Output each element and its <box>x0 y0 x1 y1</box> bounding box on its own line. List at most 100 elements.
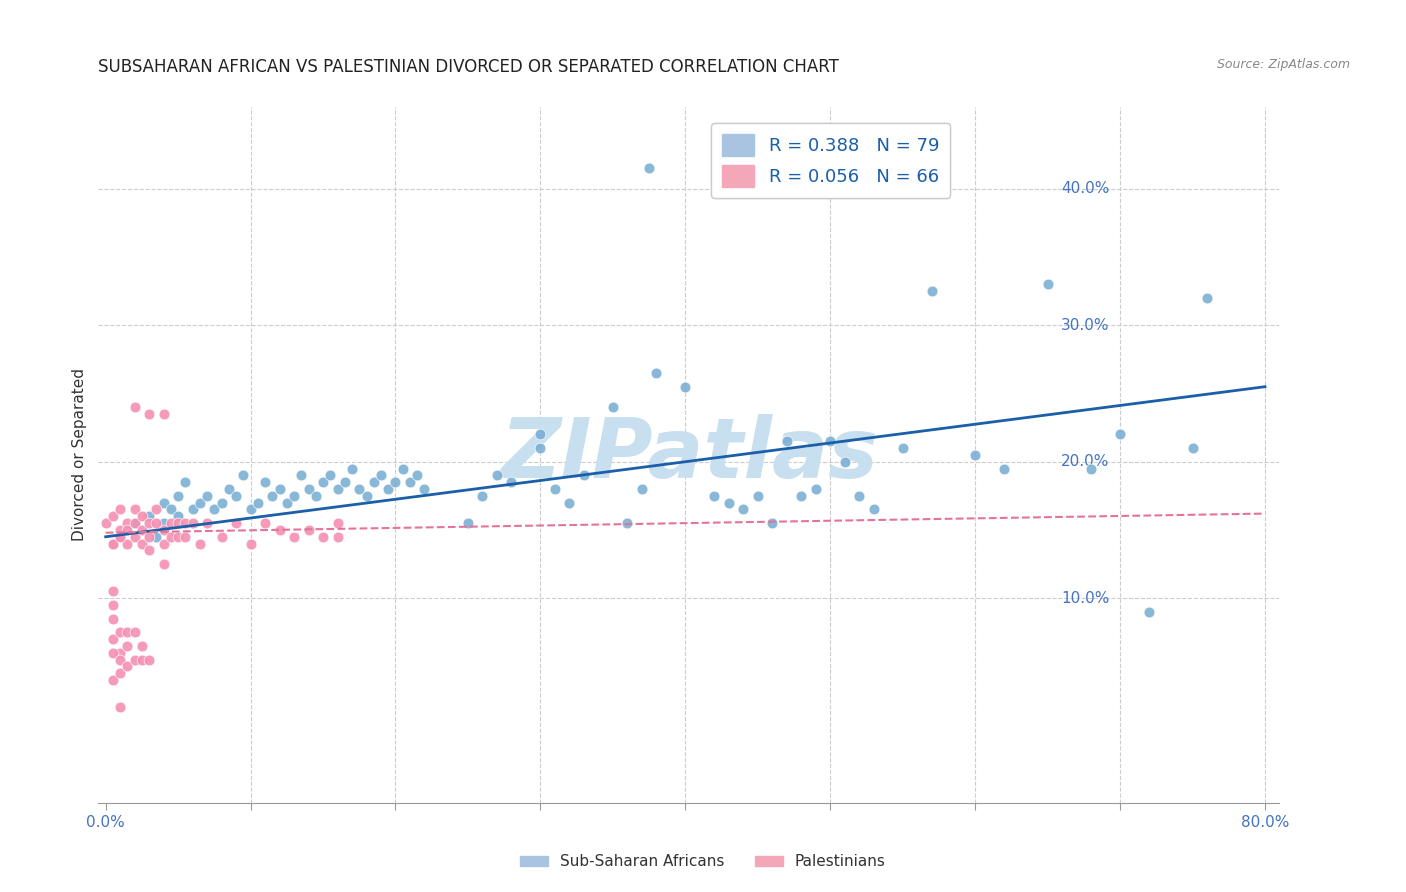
Point <box>283 489 305 503</box>
Point <box>733 502 755 516</box>
Text: 20.0%: 20.0% <box>1062 454 1109 469</box>
Point <box>333 475 356 490</box>
Point <box>363 475 385 490</box>
Point <box>326 482 349 496</box>
Point <box>616 516 638 530</box>
Point <box>254 516 277 530</box>
Point <box>108 666 131 681</box>
Point <box>101 509 124 524</box>
Point <box>195 489 218 503</box>
Point <box>138 516 160 530</box>
Point <box>145 516 167 530</box>
Point <box>101 536 124 550</box>
Point <box>1036 277 1059 292</box>
Point <box>138 543 160 558</box>
Point <box>529 441 551 455</box>
Point <box>131 509 153 524</box>
Point <box>124 516 146 530</box>
Point <box>152 536 174 550</box>
Point <box>529 427 551 442</box>
Point <box>117 523 139 537</box>
Point <box>152 557 174 571</box>
Point <box>174 475 197 490</box>
Point <box>834 455 856 469</box>
Legend: Sub-Saharan Africans, Palestinians: Sub-Saharan Africans, Palestinians <box>515 848 891 875</box>
Text: 10.0%: 10.0% <box>1062 591 1109 606</box>
Text: 30.0%: 30.0% <box>1062 318 1109 333</box>
Point <box>108 530 131 544</box>
Point <box>138 530 160 544</box>
Point <box>377 482 399 496</box>
Point <box>117 639 139 653</box>
Point <box>167 530 190 544</box>
Point <box>202 502 225 516</box>
Point <box>1109 427 1132 442</box>
Point <box>804 482 827 496</box>
Point <box>747 489 769 503</box>
Point <box>965 448 987 462</box>
Point <box>117 625 139 640</box>
Point <box>124 502 146 516</box>
Point <box>101 673 124 687</box>
Point <box>761 516 783 530</box>
Point <box>993 461 1015 475</box>
Point <box>305 489 328 503</box>
Point <box>232 468 254 483</box>
Point <box>160 502 183 516</box>
Point <box>131 523 153 537</box>
Point <box>848 489 870 503</box>
Point <box>108 625 131 640</box>
Point <box>101 612 124 626</box>
Point <box>167 509 190 524</box>
Point <box>349 482 371 496</box>
Point <box>1195 291 1218 305</box>
Point <box>117 516 139 530</box>
Point <box>602 400 624 414</box>
Point <box>225 489 247 503</box>
Point <box>108 646 131 660</box>
Point <box>152 496 174 510</box>
Point <box>283 530 305 544</box>
Point <box>862 502 884 516</box>
Point <box>101 584 124 599</box>
Point <box>254 475 277 490</box>
Point <box>152 516 174 530</box>
Point <box>326 530 349 544</box>
Text: ZIPatlas: ZIPatlas <box>501 415 877 495</box>
Point <box>101 646 124 660</box>
Point <box>211 496 233 510</box>
Point <box>145 530 167 544</box>
Point <box>174 530 197 544</box>
Point <box>631 482 654 496</box>
Point <box>891 441 914 455</box>
Point <box>1137 605 1160 619</box>
Point <box>239 536 262 550</box>
Point <box>124 530 146 544</box>
Point <box>703 489 725 503</box>
Point <box>138 652 160 666</box>
Point <box>413 482 436 496</box>
Point <box>457 516 479 530</box>
Point <box>108 652 131 666</box>
Point <box>717 496 740 510</box>
Y-axis label: Divorced or Separated: Divorced or Separated <box>72 368 87 541</box>
Point <box>384 475 406 490</box>
Point <box>544 482 567 496</box>
Point <box>160 530 183 544</box>
Point <box>239 502 262 516</box>
Point <box>145 502 167 516</box>
Point <box>319 468 342 483</box>
Point <box>167 516 190 530</box>
Point <box>108 700 131 714</box>
Point <box>211 530 233 544</box>
Point <box>326 516 349 530</box>
Point <box>188 536 211 550</box>
Point <box>124 516 146 530</box>
Point <box>94 516 117 530</box>
Point <box>218 482 240 496</box>
Point <box>269 523 291 537</box>
Point <box>160 516 183 530</box>
Point <box>131 639 153 653</box>
Point <box>188 496 211 510</box>
Point <box>101 598 124 612</box>
